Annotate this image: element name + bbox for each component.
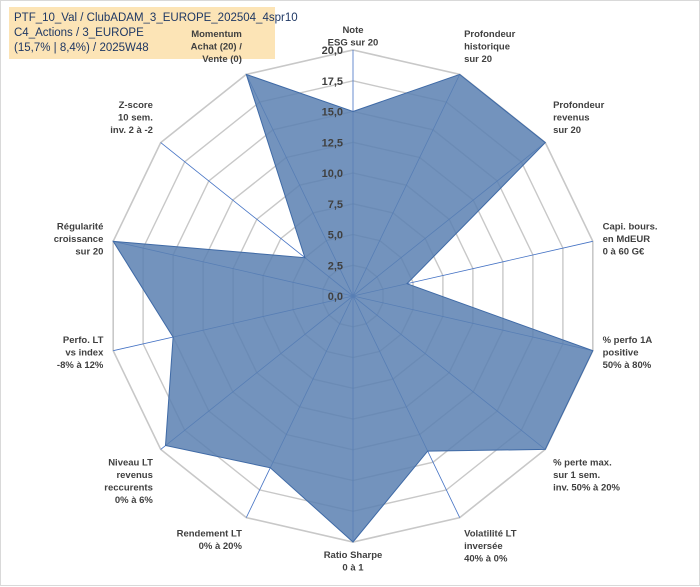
tick-label: 15,0 xyxy=(322,107,343,119)
series-area xyxy=(113,74,593,542)
tick-label: 10,0 xyxy=(322,168,343,180)
tick-label: 5,0 xyxy=(328,230,343,242)
tick-label: 0,0 xyxy=(328,291,343,303)
tick-label: 2,5 xyxy=(328,260,343,272)
series-layer xyxy=(113,74,593,542)
tick-label: 7,5 xyxy=(328,199,343,211)
axis-label: % perte max.sur 1 sem.inv. 50% à 20% xyxy=(553,458,620,494)
tick-label: 17,5 xyxy=(322,76,343,88)
tick-label: 12,5 xyxy=(322,137,343,149)
